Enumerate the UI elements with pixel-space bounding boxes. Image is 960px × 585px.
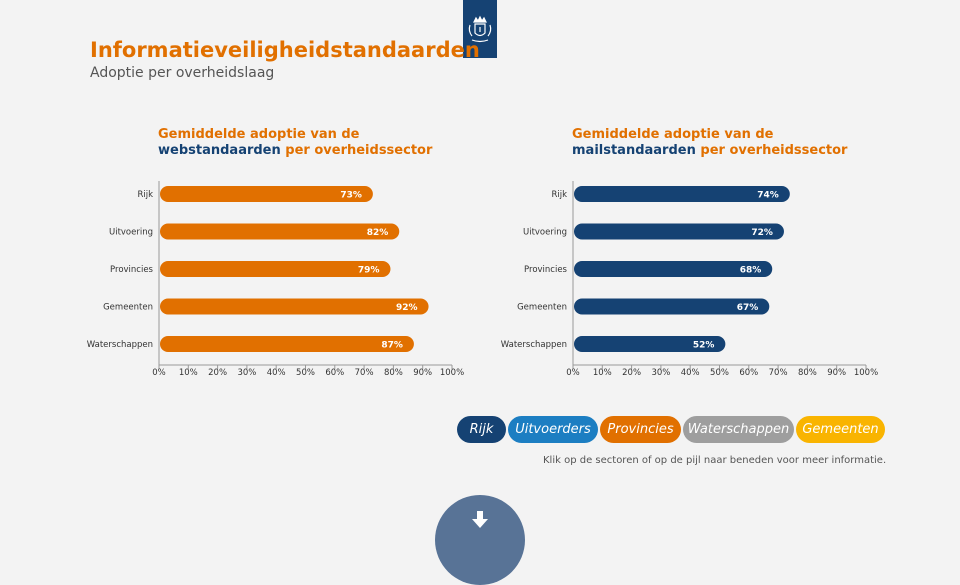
value-label: 67%: [737, 303, 759, 313]
x-tick-label: 80%: [384, 368, 403, 378]
bar-rijk[interactable]: [160, 186, 373, 202]
bar-provincies[interactable]: [160, 261, 391, 277]
mail-chart-title-line1: Gemiddelde adoptie van de: [572, 127, 774, 142]
page-subtitle: Adoptie per overheidslaag: [90, 65, 275, 81]
value-label: 82%: [367, 228, 389, 238]
bar-waterschappen[interactable]: [574, 336, 726, 352]
bar-uitvoering[interactable]: [574, 223, 784, 240]
x-tick-label: 30%: [651, 368, 670, 378]
mail-chart-title-highlight: mailstandaarden: [572, 143, 696, 158]
category-label: Rijk: [137, 190, 153, 200]
web-chart-title: Gemiddelde adoptie van de webstandaarden…: [158, 127, 432, 159]
category-label: Provincies: [524, 265, 568, 275]
bar-gemeenten[interactable]: [574, 298, 770, 315]
x-tick-label: 20%: [622, 368, 641, 378]
x-tick-label: 90%: [413, 368, 432, 378]
x-tick-label: 50%: [296, 368, 315, 378]
category-label: Uitvoering: [523, 228, 567, 238]
web-chart-title-line2: per overheidssector: [285, 143, 433, 158]
legend-gemeenten-button[interactable]: Gemeenten: [796, 416, 885, 443]
hint-text: Klik op de sectoren of op de pijl naar b…: [543, 455, 887, 466]
x-tick-label: 0%: [152, 368, 166, 378]
category-label: Waterschappen: [87, 340, 153, 350]
page-title: Informatieveiligheidstandaarden: [90, 38, 480, 62]
x-tick-label: 80%: [798, 368, 817, 378]
x-tick-label: 100%: [854, 368, 878, 378]
value-label: 74%: [757, 191, 779, 201]
x-tick-label: 100%: [440, 368, 464, 378]
category-label: Rijk: [551, 190, 567, 200]
value-label: 52%: [693, 341, 715, 351]
x-tick-label: 40%: [681, 368, 700, 378]
x-tick-label: 60%: [325, 368, 344, 378]
x-tick-label: 70%: [355, 368, 374, 378]
value-label: 79%: [358, 266, 380, 276]
scroll-down-button[interactable]: [435, 495, 525, 585]
x-tick-label: 70%: [769, 368, 788, 378]
x-tick-label: 40%: [267, 368, 286, 378]
category-label: Waterschappen: [501, 340, 567, 350]
bar-waterschappen[interactable]: [160, 336, 414, 352]
web-chart-title-line1: Gemiddelde adoptie van de: [158, 127, 360, 142]
x-tick-label: 30%: [237, 368, 256, 378]
category-label: Uitvoering: [109, 228, 153, 238]
value-label: 68%: [740, 266, 762, 276]
bar-rijk[interactable]: [574, 186, 790, 202]
web-standards-chart[interactable]: 0% 10% 20% 30% 40% 50% 60% 70% 80% 90% 100% Rijk 73%…: [80, 175, 465, 385]
category-label: Gemeenten: [517, 303, 567, 313]
legend-rijk-button[interactable]: Rijk: [457, 416, 506, 443]
category-label: Provincies: [110, 265, 154, 275]
rijksoverheid-logo-icon: [463, 0, 497, 58]
x-tick-label: 50%: [710, 368, 729, 378]
bar-gemeenten[interactable]: [160, 298, 429, 315]
legend-uitvoerders-button[interactable]: Uitvoerders: [508, 416, 598, 443]
value-label: 92%: [396, 303, 418, 313]
x-tick-label: 0%: [566, 368, 580, 378]
x-tick-label: 10%: [179, 368, 198, 378]
mail-chart-title-line2: per overheidssector: [700, 143, 848, 158]
value-label: 72%: [751, 228, 773, 238]
x-tick-label: 90%: [827, 368, 846, 378]
sector-legend: Rijk Uitvoerders Provincies Waterschappe…: [457, 416, 885, 443]
x-tick-label: 10%: [593, 368, 612, 378]
arrow-down-icon: [472, 511, 488, 528]
mail-standards-chart[interactable]: 0% 10% 20% 30% 40% 50% 60% 70% 80% 90% 100% Rijk 74%…: [494, 175, 879, 385]
value-label: 87%: [381, 341, 403, 351]
bar-uitvoering[interactable]: [160, 223, 400, 240]
x-tick-label: 60%: [739, 368, 758, 378]
bar-provincies[interactable]: [574, 261, 773, 277]
legend-waterschappen-button[interactable]: Waterschappen: [683, 416, 794, 443]
web-chart-title-highlight: webstandaarden: [158, 143, 281, 158]
value-label: 73%: [340, 191, 362, 201]
x-tick-label: 20%: [208, 368, 227, 378]
category-label: Gemeenten: [103, 303, 153, 313]
legend-provincies-button[interactable]: Provincies: [600, 416, 681, 443]
mail-chart-title: Gemiddelde adoptie van de mailstandaarde…: [572, 127, 847, 159]
